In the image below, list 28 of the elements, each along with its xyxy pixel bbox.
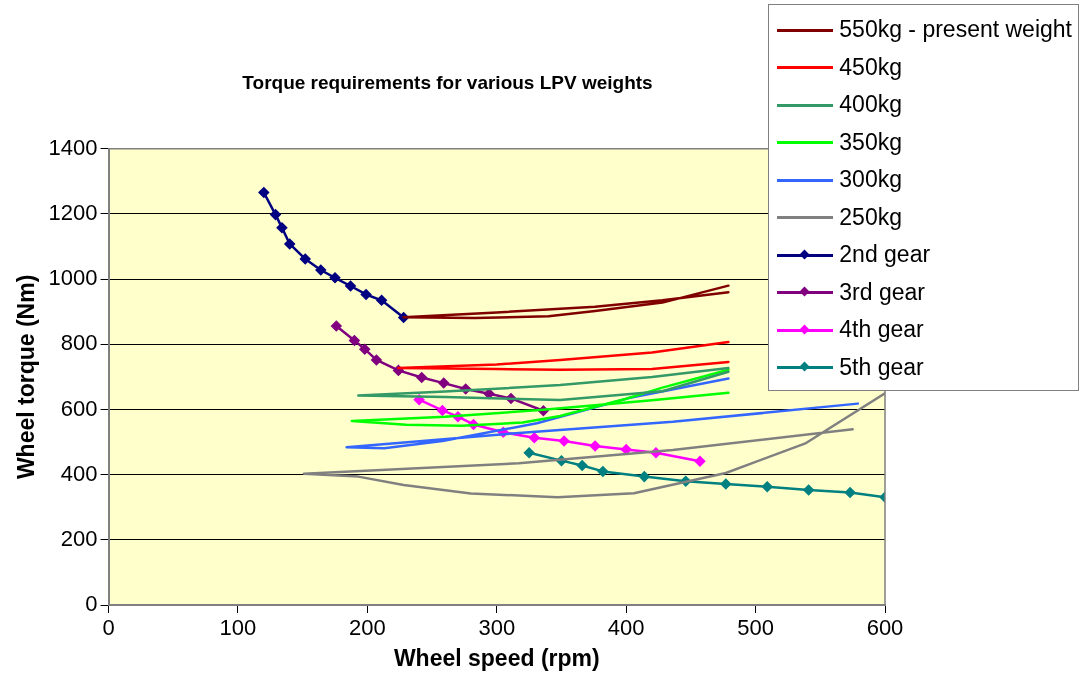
y-tick-label: 1000	[48, 265, 98, 291]
legend-label: 3rd gear	[839, 278, 925, 306]
x-tick-label: 200	[349, 615, 386, 641]
legend-label: 250kg	[839, 203, 902, 231]
legend-label: 5th gear	[839, 353, 924, 381]
x-tick-label: 100	[219, 615, 257, 641]
y-tick-label: 200	[60, 525, 98, 551]
x-tick-label: 300	[478, 615, 516, 641]
legend-label: 550kg - present weight	[839, 16, 1072, 44]
legend-label: 2nd gear	[839, 241, 931, 269]
legend-label: 400kg	[839, 91, 902, 119]
x-tick-label: 0	[102, 615, 115, 641]
y-tick-label: 600	[60, 395, 98, 421]
x-tick-label: 500	[737, 615, 774, 641]
y-tick-label: 0	[85, 591, 98, 617]
y-tick-label: 800	[60, 330, 98, 356]
y-tick-label: 1400	[48, 134, 98, 160]
legend-label: 300kg	[839, 166, 902, 194]
legend-label: 4th gear	[839, 316, 924, 344]
x-tick-label: 400	[607, 615, 645, 641]
x-axis-title: Wheel speed (rpm)	[393, 644, 600, 671]
y-tick-label: 1200	[48, 200, 98, 226]
legend-label: 350kg	[839, 128, 902, 156]
chart-title: Torque requirements for various LPV weights	[242, 71, 653, 93]
y-axis-title: Wheel torque (Nm)	[13, 274, 40, 480]
legend-label: 450kg	[839, 53, 902, 81]
y-tick-label: 400	[60, 460, 98, 486]
x-tick-label: 600	[866, 615, 904, 641]
